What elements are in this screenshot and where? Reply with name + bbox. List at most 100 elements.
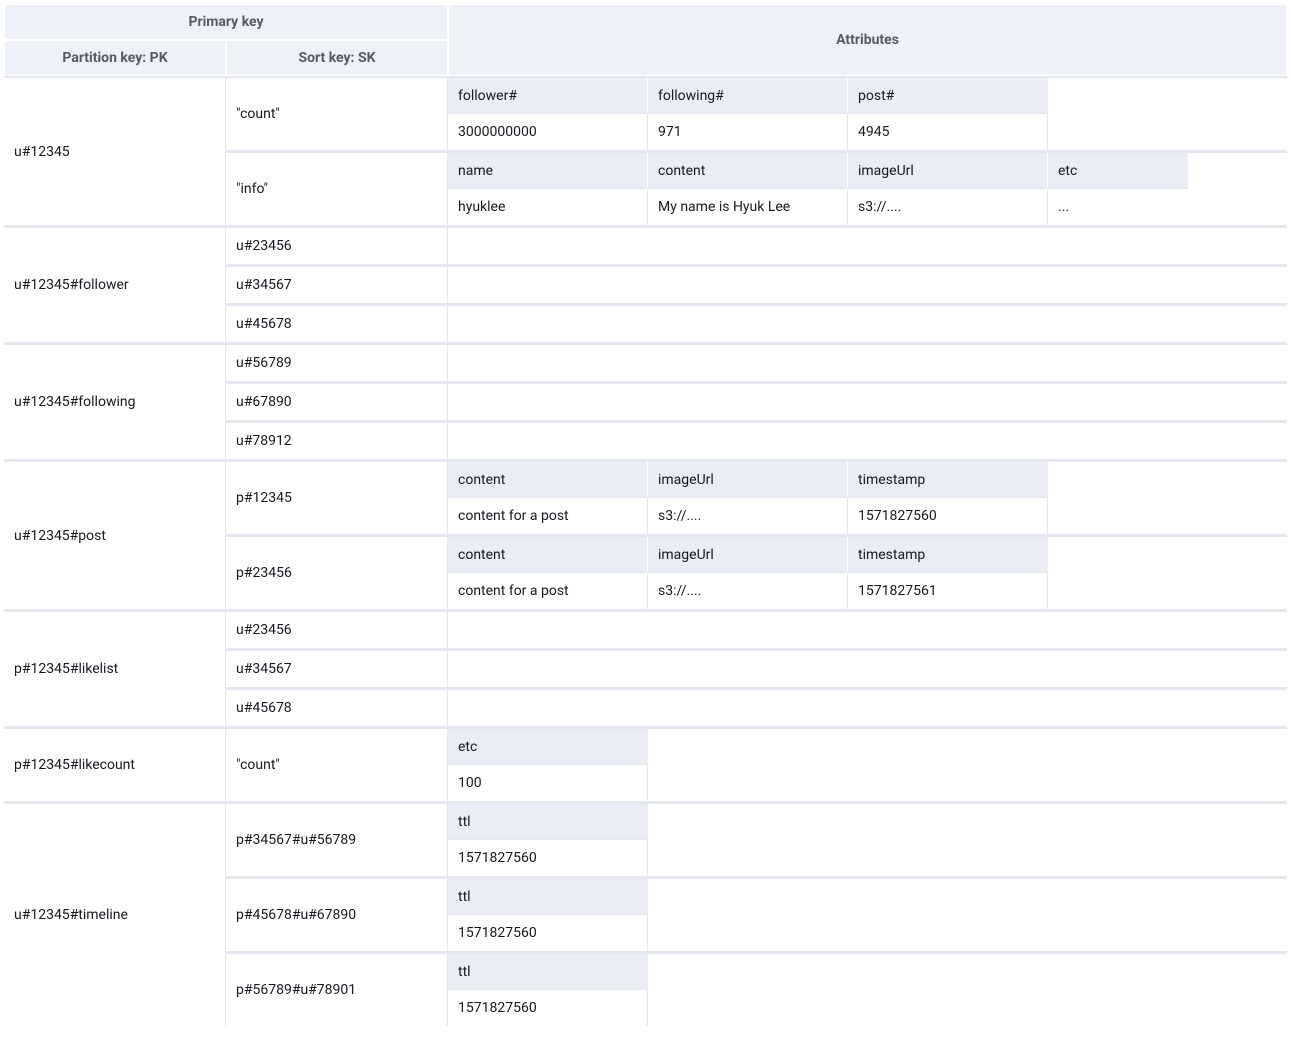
- sort-key-row: p#12345contentimageUrltimestamp content f…: [226, 462, 1287, 534]
- attr-value-cell: My name is Hyuk Lee: [648, 189, 848, 225]
- attr-value-cell: 971: [648, 114, 848, 150]
- sort-key-container: u#23456u#34567u#45678: [226, 228, 1287, 342]
- partition-key-value: u#12345#following: [4, 345, 226, 459]
- sort-key-value: u#45678: [226, 306, 448, 342]
- sort-key-value: p#23456: [226, 537, 448, 609]
- attr-header-cell: name: [448, 153, 648, 189]
- attributes-container: ttl1571827560: [448, 954, 1287, 1026]
- attr-value-cell: 1571827560: [448, 990, 648, 1026]
- sort-key-container: u#23456u#34567u#45678: [226, 612, 1287, 726]
- attr-value-row: 1571827560: [448, 990, 1287, 1026]
- attr-header-cell: imageUrl: [848, 153, 1048, 189]
- sort-key-value: u#67890: [226, 384, 448, 420]
- attr-value-cell: 4945: [848, 114, 1048, 150]
- partition-key-value: p#12345#likelist: [4, 612, 226, 726]
- table-row-group: u#12345"count"follower#following#post#30…: [4, 76, 1287, 225]
- attributes-container: ttl1571827560: [448, 879, 1287, 951]
- primary-key-header: Primary key Partition key: PK Sort key: …: [4, 4, 448, 76]
- attr-header-cell: imageUrl: [648, 537, 848, 573]
- attr-header-cell: content: [448, 537, 648, 573]
- attr-header-row: namecontentimageUrletc: [448, 153, 1287, 189]
- sort-key-row: u#23456: [226, 612, 1287, 648]
- attr-header-cell: etc: [448, 729, 648, 765]
- attributes-container: ttl1571827560: [448, 804, 1287, 876]
- attr-value-cell: hyuklee: [448, 189, 648, 225]
- sort-key-value: p#45678#u#67890: [226, 879, 448, 951]
- attr-value-row: hyukleeMy name is Hyuk Lees3://.......: [448, 189, 1287, 225]
- attr-value-cell: s3://....: [648, 498, 848, 534]
- attr-header-cell: ttl: [448, 879, 648, 915]
- attr-value-cell: s3://....: [648, 573, 848, 609]
- sort-key-row: p#23456contentimageUrltimestampcontent f…: [226, 534, 1287, 609]
- primary-key-label: Primary key: [4, 4, 448, 40]
- sort-key-row: u#78912: [226, 420, 1287, 459]
- sort-key-value: u#23456: [226, 228, 448, 264]
- sort-key-row: u#56789: [226, 345, 1287, 381]
- attributes-container: etc100: [448, 729, 1287, 801]
- partition-key-value: p#12345#likecount: [4, 729, 226, 801]
- attr-value-cell: 3000000000: [448, 114, 648, 150]
- sort-key-value: p#12345: [226, 462, 448, 534]
- attr-header-row: etc: [448, 729, 1287, 765]
- sort-key-row: p#34567#u#56789ttl1571827560: [226, 804, 1287, 876]
- attr-header-cell: post#: [848, 78, 1048, 114]
- attributes-container: contentimageUrltimestamp content for a po…: [448, 462, 1287, 534]
- sort-key-row: u#34567: [226, 264, 1287, 303]
- attr-header-row: ttl: [448, 954, 1287, 990]
- partition-key-value: u#12345#timeline: [4, 804, 226, 1026]
- attr-value-cell: 1571827560: [448, 915, 648, 951]
- attr-value-row: 100: [448, 765, 1287, 801]
- table-body: u#12345"count"follower#following#post#30…: [4, 76, 1287, 1026]
- sort-key-value: p#56789#u#78901: [226, 954, 448, 1026]
- table-row-group: u#12345#postp#12345contentimageUrltimest…: [4, 459, 1287, 609]
- sort-key-value: p#34567#u#56789: [226, 804, 448, 876]
- sort-key-container: u#56789u#67890u#78912: [226, 345, 1287, 459]
- attr-value-cell: 1571827560: [848, 498, 1048, 534]
- table-row-group: u#12345#followingu#56789u#67890u#78912: [4, 342, 1287, 459]
- sort-key-row: p#45678#u#67890ttl1571827560: [226, 876, 1287, 951]
- attr-header-row: follower#following#post#: [448, 78, 1287, 114]
- sort-key-row: u#34567: [226, 648, 1287, 687]
- table-row-group: p#12345#likelistu#23456u#34567u#45678: [4, 609, 1287, 726]
- attributes-container: contentimageUrltimestampcontent for a po…: [448, 537, 1287, 609]
- table-row-group: p#12345#likecount"count"etc100: [4, 726, 1287, 801]
- attr-value-cell: content for a post: [448, 498, 648, 534]
- attr-header-cell: ttl: [448, 954, 648, 990]
- attr-header-row: contentimageUrltimestamp: [448, 537, 1287, 573]
- sort-key-row: "count"etc100: [226, 729, 1287, 801]
- sort-key-row: p#56789#u#78901ttl1571827560: [226, 951, 1287, 1026]
- sort-key-value: u#78912: [226, 423, 448, 459]
- attr-header-cell: content: [448, 462, 648, 498]
- sort-key-row: u#67890: [226, 381, 1287, 420]
- sort-key-label: Sort key: SK: [226, 40, 448, 76]
- partition-key-value: u#12345: [4, 78, 226, 225]
- partition-key-value: u#12345#post: [4, 462, 226, 609]
- table-header: Primary key Partition key: PK Sort key: …: [4, 4, 1287, 76]
- attr-value-cell: content for a post: [448, 573, 648, 609]
- sort-key-row: "count"follower#following#post#300000000…: [226, 78, 1287, 150]
- attr-header-cell: imageUrl: [648, 462, 848, 498]
- attr-header-cell: timestamp: [848, 537, 1048, 573]
- attributes-container: follower#following#post#3000000000971494…: [448, 78, 1287, 150]
- attr-header-cell: timestamp: [848, 462, 1048, 498]
- attr-header-cell: content: [648, 153, 848, 189]
- attr-header-cell: ttl: [448, 804, 648, 840]
- attr-value-row: 1571827560: [448, 915, 1287, 951]
- attr-value-row: content for a posts3://....1571827561: [448, 573, 1287, 609]
- partition-key-label: Partition key: PK: [4, 40, 226, 76]
- sort-key-value: u#45678: [226, 690, 448, 726]
- sort-key-value: u#34567: [226, 267, 448, 303]
- sort-key-value: u#34567: [226, 651, 448, 687]
- attr-header-cell: etc: [1048, 153, 1188, 189]
- dynamodb-table-diagram: Primary key Partition key: PK Sort key: …: [4, 4, 1287, 1026]
- sort-key-container: "count"etc100: [226, 729, 1287, 801]
- attributes-container: namecontentimageUrletchyukleeMy name is …: [448, 153, 1287, 225]
- sort-key-container: p#12345contentimageUrltimestampcontent f…: [226, 462, 1287, 609]
- sort-key-value: u#56789: [226, 345, 448, 381]
- attr-header-row: ttl: [448, 804, 1287, 840]
- attr-header-cell: follower#: [448, 78, 648, 114]
- sort-key-value: "count": [226, 729, 448, 801]
- sort-key-row: u#45678: [226, 303, 1287, 342]
- partition-key-value: u#12345#follower: [4, 228, 226, 342]
- sort-key-row: u#45678: [226, 687, 1287, 726]
